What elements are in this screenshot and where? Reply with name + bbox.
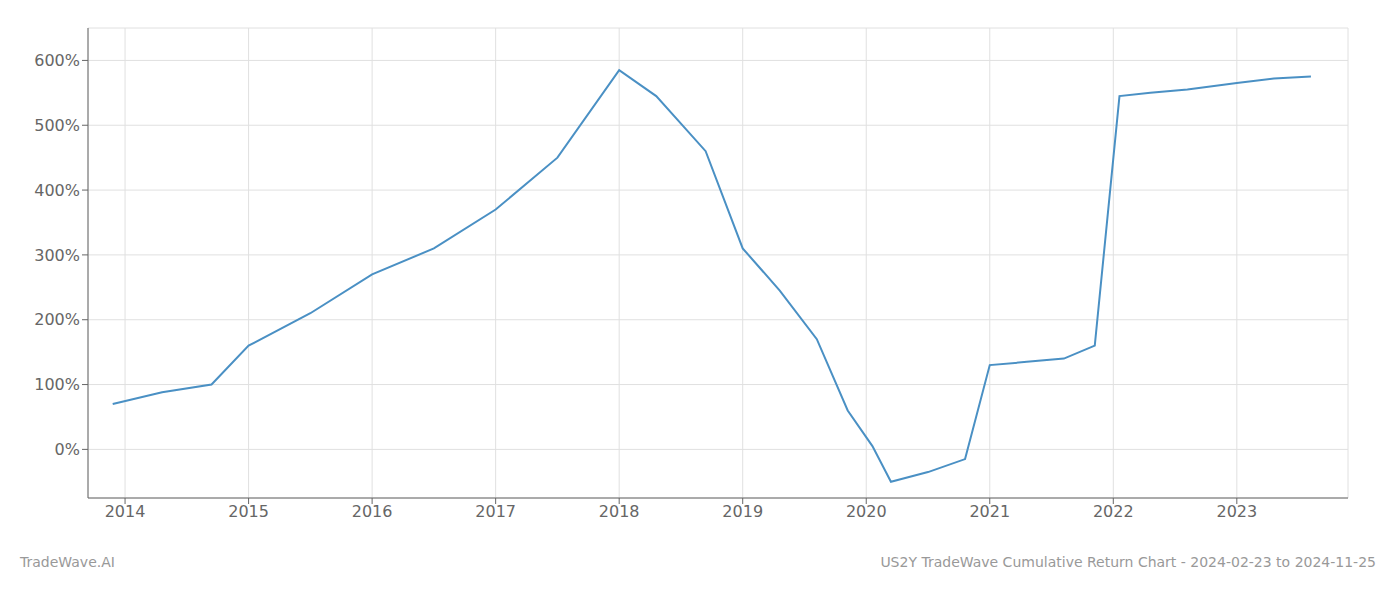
svg-text:2021: 2021: [969, 502, 1010, 521]
svg-text:2018: 2018: [599, 502, 640, 521]
svg-text:500%: 500%: [34, 116, 80, 135]
svg-text:2020: 2020: [846, 502, 887, 521]
svg-text:2019: 2019: [722, 502, 763, 521]
svg-text:2022: 2022: [1093, 502, 1134, 521]
svg-text:2014: 2014: [105, 502, 146, 521]
svg-text:2016: 2016: [352, 502, 393, 521]
svg-text:2015: 2015: [228, 502, 269, 521]
html-text:TradeWave.AI: TradeWave.AI: [20, 554, 115, 570]
svg-text:0%: 0%: [55, 440, 80, 459]
svg-text:600%: 600%: [34, 51, 80, 70]
svg-text:400%: 400%: [34, 181, 80, 200]
svg-text:100%: 100%: [34, 375, 80, 394]
svg-text:300%: 300%: [34, 246, 80, 265]
html-text:US2Y TradeWave Cumulative Retu: US2Y TradeWave Cumulative Return Chart -…: [880, 554, 1376, 570]
svg-text:2017: 2017: [475, 502, 516, 521]
svg-text:2023: 2023: [1216, 502, 1257, 521]
svg-text:200%: 200%: [34, 310, 80, 329]
